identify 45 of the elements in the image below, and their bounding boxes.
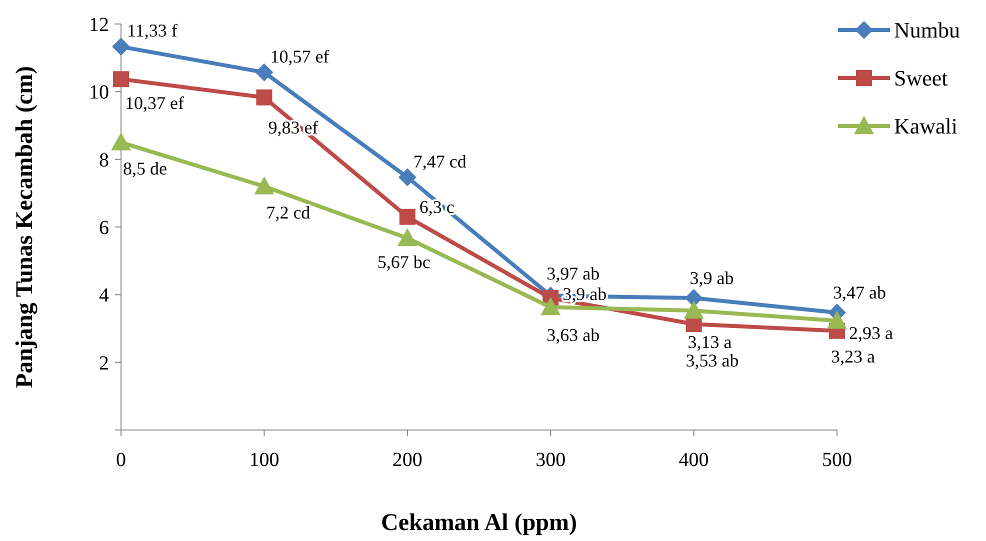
y-tick-label: 2 [99,352,109,374]
point [398,168,416,186]
data-label: 11,33 f [127,20,178,41]
y-tick-label: 8 [99,149,109,172]
data-label: 3,63 ab [546,325,600,346]
x-tick-label: 500 [822,449,852,471]
point [540,297,561,316]
y-axis-title: Panjang Tunas Kecambah (cm) [12,66,38,388]
data-label: 7,2 cd [266,202,310,222]
x-tick-label: 100 [249,449,280,471]
y-tick-label: 10 [89,82,109,104]
data-label: 2,93 a [849,322,893,343]
data-label: 9,83 ef [268,117,318,138]
x-tick-label: 200 [392,449,422,471]
x-tick-label: 0 [116,449,126,471]
x-tick-label: 400 [678,449,709,471]
data-label: 10,57 ef [270,46,330,66]
x-tick-label: 300 [536,449,566,471]
point [256,89,272,106]
x-axis-title: Cekaman Al (ppm) [380,510,578,536]
data-label: 3,13 a [688,332,732,352]
point [827,310,847,329]
legend-label: Sweet [894,66,948,91]
legend-label: Kawali [894,114,958,139]
data-label: 3,97 ab [546,264,600,284]
y-tick-label: 6 [99,217,109,239]
y-tick-label: 4 [99,284,109,307]
data-label: 8,5 de [123,158,167,178]
point [255,63,274,82]
data-label: 3,9 ab [690,268,734,288]
y-tick-label: 12 [89,14,109,36]
point [112,38,130,56]
point [397,228,418,246]
point [684,300,704,319]
data-label: 5,67 bc [377,252,430,272]
point [254,176,274,194]
point [399,208,416,225]
data-label: 3,53 ab [686,350,739,371]
point [111,132,131,150]
legend-label: Numbu [894,18,960,43]
data-label: 3,47 ab [833,282,886,303]
data-label: 7,47 cd [413,151,466,172]
data-label: 3,23 a [831,346,875,367]
data-label: 10,37 ef [125,93,184,114]
point [113,71,129,88]
